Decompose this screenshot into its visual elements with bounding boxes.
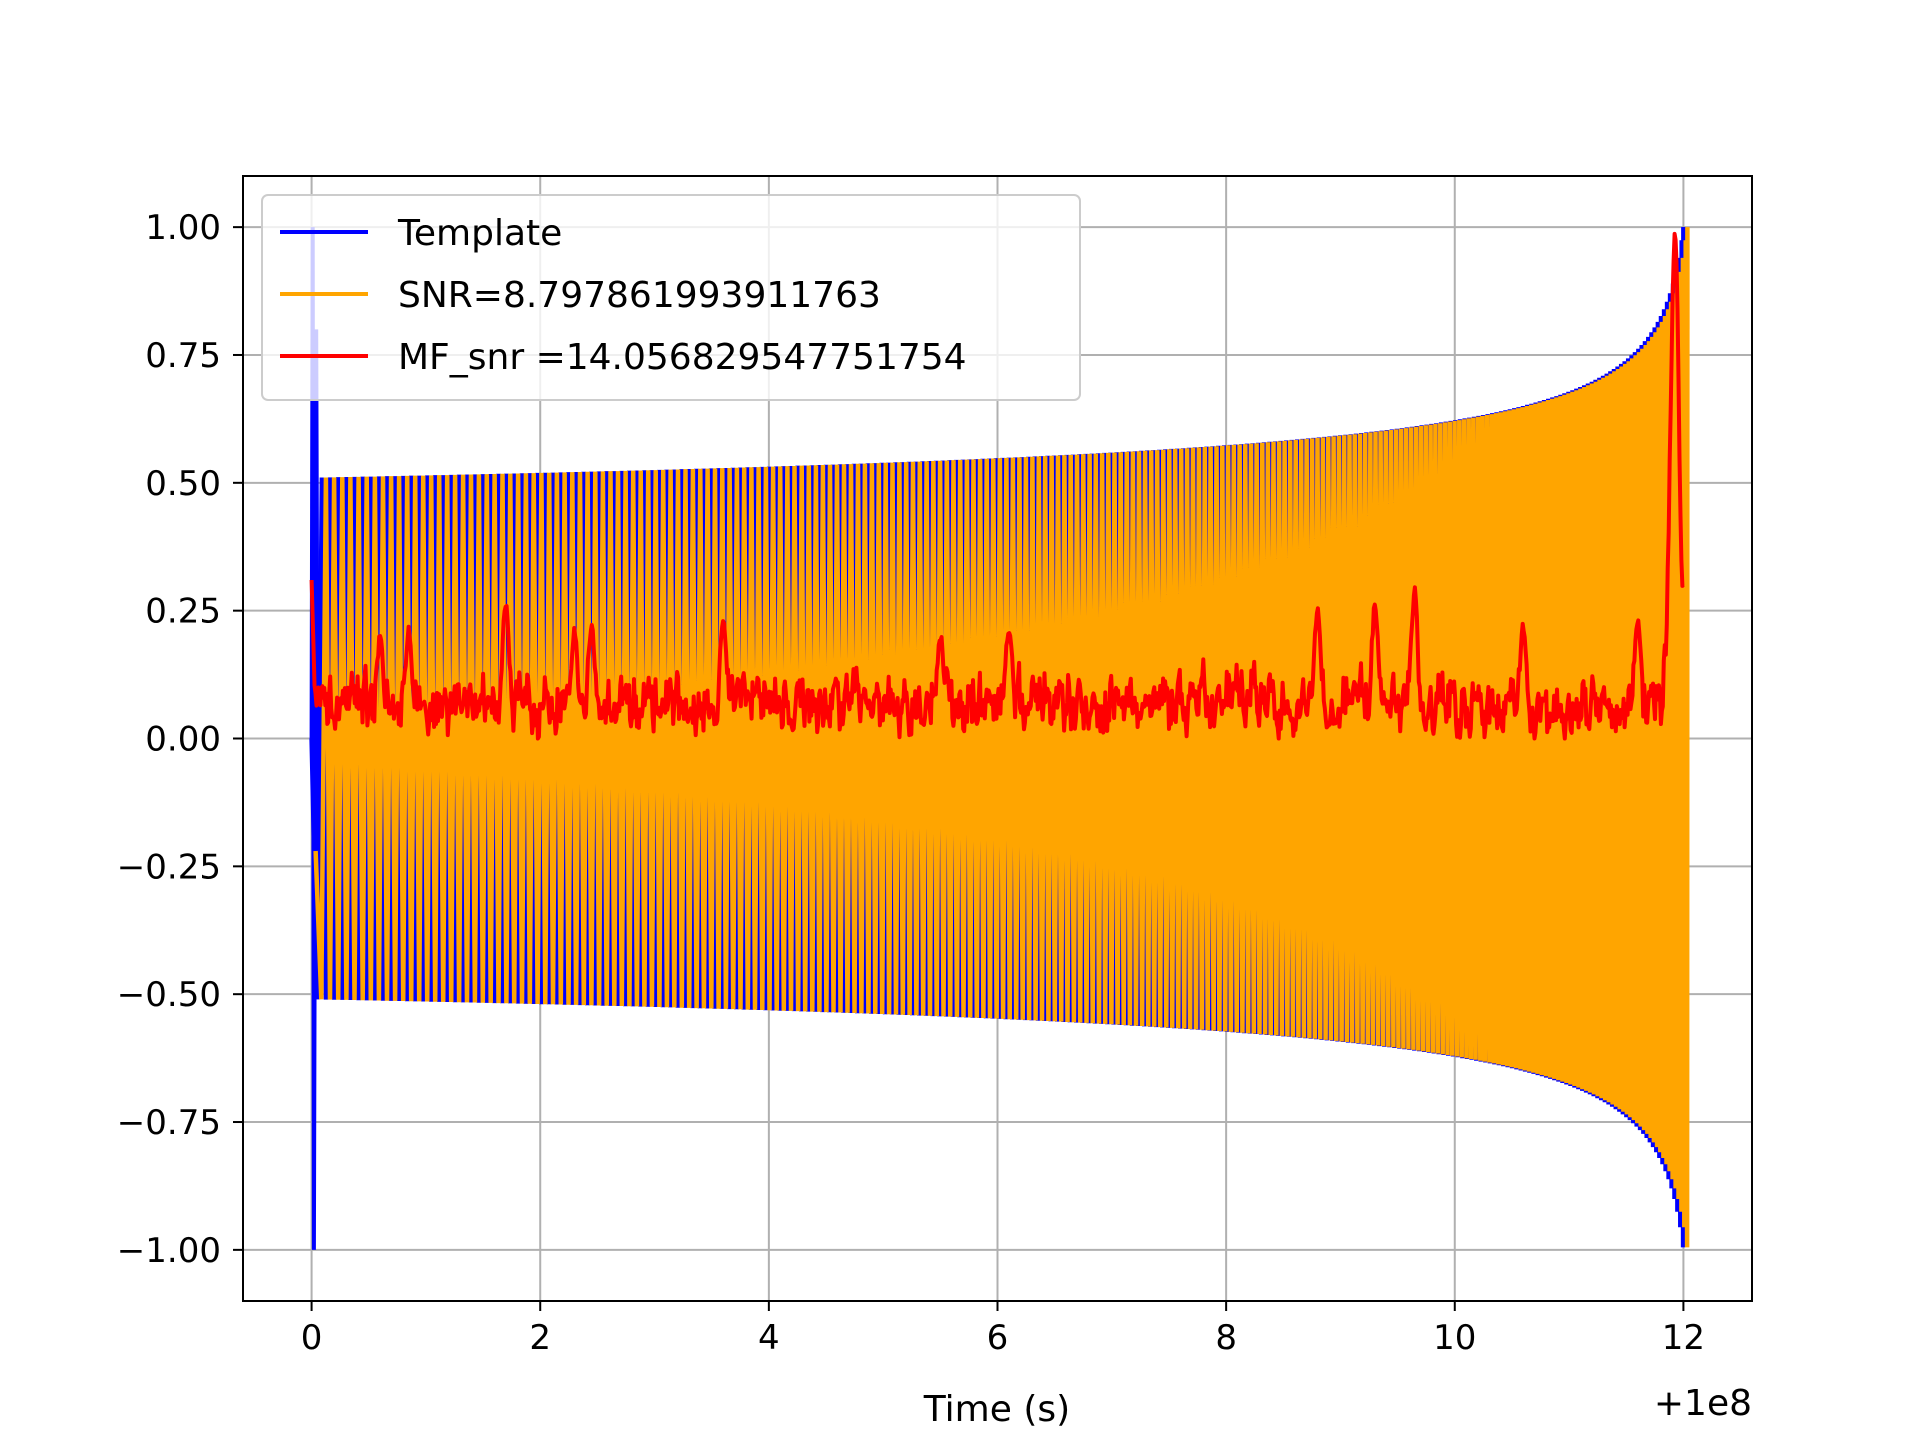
legend-label-0: Template	[397, 213, 562, 254]
legend-box	[261, 194, 1081, 401]
x-tick-label-6: 12	[1662, 1318, 1705, 1358]
legend-label-2: MF_snr =14.056829547751754	[398, 337, 967, 378]
y-tick-label-1: −0.75	[117, 1103, 221, 1143]
x-tick-label-0: 0	[301, 1318, 323, 1358]
y-tick-label-5: 0.25	[145, 592, 221, 632]
x-tick-label-2: 4	[758, 1318, 780, 1358]
series-snr-line	[313, 227, 1690, 1248]
y-tick-label-4: 0.00	[145, 720, 221, 760]
series-layer	[309, 227, 1690, 1250]
x-axis-ticks: 0 2 4 6 8 10 12	[301, 1301, 1705, 1358]
y-tick-label-0: −1.00	[117, 1231, 221, 1271]
y-tick-label-6: 0.50	[145, 464, 221, 504]
x-tick-label-4: 8	[1215, 1318, 1237, 1358]
y-axis-ticks: −1.00 −0.75 −0.50 −0.25 0.00 0.25 0.50 0.75 1.00	[117, 208, 243, 1271]
x-tick-label-3: 6	[987, 1318, 1009, 1358]
legend-label-1: SNR=8.797861993911763	[398, 275, 881, 316]
series-mf-snr-line	[309, 231, 1685, 741]
y-tick-label-8: 1.00	[145, 208, 221, 248]
y-tick-label-2: −0.50	[117, 975, 221, 1015]
series-snr-group	[313, 227, 1690, 1248]
x-tick-label-1: 2	[529, 1318, 551, 1358]
legend: Template SNR=8.797861993911763 MF_snr =14.…	[261, 194, 1081, 401]
x-axis-label: Time (s)	[923, 1389, 1070, 1430]
y-tick-label-7: 0.75	[145, 336, 221, 376]
x-axis-offset-label: +1e8	[1654, 1383, 1752, 1424]
x-tick-label-5: 10	[1433, 1318, 1476, 1358]
y-tick-label-3: −0.25	[117, 847, 221, 887]
